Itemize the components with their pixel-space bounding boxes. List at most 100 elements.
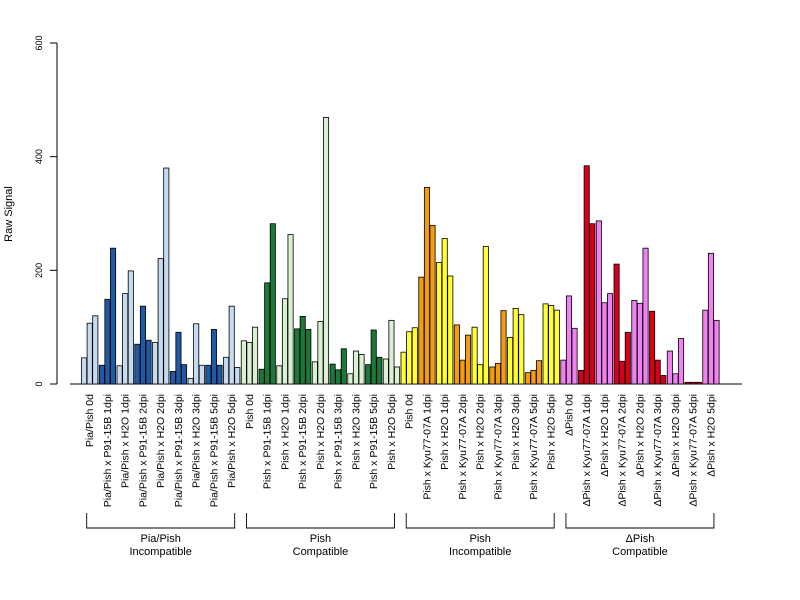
bar bbox=[157, 257, 164, 385]
y-axis: 0 200 400 600 bbox=[34, 35, 58, 387]
bar bbox=[276, 365, 283, 385]
bar bbox=[624, 331, 631, 385]
x-tick-label: ΔPish x H2O 1dpi bbox=[599, 394, 611, 477]
bar bbox=[690, 381, 697, 385]
bar bbox=[429, 225, 436, 385]
x-tick-label: Pia/Pish x H2O 2dpi bbox=[155, 394, 167, 488]
bar bbox=[589, 223, 596, 385]
bar bbox=[81, 357, 88, 385]
x-axis-labels: Pia/Pish 0d Pia/Pish x P91-15B 1dpi Pia/Pi… bbox=[84, 394, 717, 507]
x-tick-label: ΔPish x Kyu77-07A 3dpi bbox=[652, 394, 664, 507]
group-name: ΔPish bbox=[626, 533, 655, 545]
x-tick-label: Pia/Pish x P91-15B 5dpi bbox=[208, 394, 220, 507]
bar bbox=[152, 342, 159, 385]
bar bbox=[86, 322, 93, 385]
bar bbox=[181, 364, 188, 385]
bar bbox=[702, 309, 709, 385]
bar bbox=[347, 373, 354, 385]
bar bbox=[323, 117, 330, 385]
bar bbox=[134, 343, 141, 385]
bar bbox=[518, 314, 525, 385]
y-axis-label: Raw Signal bbox=[3, 186, 15, 242]
bar bbox=[477, 364, 484, 385]
group-name: Pia/Pish bbox=[141, 533, 181, 545]
bar bbox=[299, 315, 306, 385]
bar bbox=[311, 361, 318, 385]
y-tick-label: 200 bbox=[34, 263, 44, 278]
bar bbox=[423, 186, 430, 385]
group-name: Pish bbox=[469, 533, 490, 545]
bar bbox=[447, 275, 454, 385]
x-tick-label: Pish 0d bbox=[244, 394, 256, 429]
bracket-line bbox=[405, 513, 555, 529]
bar bbox=[223, 356, 230, 385]
x-tick-label: Pia/Pish 0d bbox=[84, 394, 96, 447]
x-tick-label: Pia/Pish x H2O 5dpi bbox=[226, 394, 238, 488]
x-tick-label: Pia/Pish x P91-15B 2dpi bbox=[137, 394, 149, 507]
bar bbox=[264, 282, 271, 385]
bar bbox=[418, 276, 425, 385]
bar bbox=[388, 319, 395, 385]
bar bbox=[352, 350, 359, 385]
bar bbox=[607, 293, 614, 385]
bar bbox=[512, 308, 519, 385]
bar bbox=[453, 324, 460, 385]
bar bbox=[642, 247, 649, 385]
bar bbox=[246, 342, 253, 385]
bar bbox=[583, 165, 590, 385]
bars bbox=[81, 117, 720, 385]
x-tick-label: Pish x H2O 1dpi bbox=[279, 394, 291, 470]
bar bbox=[400, 351, 407, 385]
bar bbox=[370, 329, 377, 385]
bracket-line bbox=[565, 513, 715, 529]
bracket-line bbox=[246, 513, 395, 529]
x-tick-label: Pish x P91-15B 5dpi bbox=[368, 394, 380, 489]
x-tick-label: Pish x P91-15B 3dpi bbox=[333, 394, 345, 489]
bar bbox=[205, 364, 212, 385]
bar bbox=[175, 331, 182, 385]
bar bbox=[565, 295, 572, 385]
bar bbox=[636, 302, 643, 385]
bar bbox=[406, 331, 413, 385]
bar bbox=[654, 359, 661, 385]
x-tick-label: Pish x H2O 1dpi bbox=[439, 394, 451, 470]
bar bbox=[571, 327, 578, 385]
y-tick-label: 600 bbox=[34, 35, 44, 50]
x-tick-label: Pish x H2O 5dpi bbox=[546, 394, 558, 470]
x-tick-label: Pish x H2O 3dpi bbox=[350, 394, 362, 470]
bar bbox=[507, 336, 514, 385]
x-tick-label: Pish x H2O 2dpi bbox=[315, 394, 327, 470]
bar bbox=[500, 310, 507, 385]
x-tick-label: Pish x Kyu77-07A 1dpi bbox=[421, 394, 433, 500]
bar bbox=[530, 369, 537, 385]
bar bbox=[294, 328, 301, 385]
bar bbox=[394, 366, 401, 385]
bar bbox=[553, 309, 560, 385]
x-tick-label: Pia/Pish x H2O 3dpi bbox=[191, 394, 203, 488]
x-tick-label: Pish x Kyu77-07A 2dpi bbox=[457, 394, 469, 500]
bar bbox=[489, 366, 496, 385]
bar bbox=[672, 373, 679, 385]
bar bbox=[163, 167, 170, 385]
bar bbox=[210, 329, 217, 385]
bar bbox=[98, 364, 105, 385]
bar bbox=[482, 246, 489, 385]
group-subtitle: Incompatible bbox=[130, 546, 192, 558]
bar bbox=[707, 252, 714, 385]
group-subtitle: Compatible bbox=[612, 546, 668, 558]
bar bbox=[228, 305, 235, 385]
bar bbox=[92, 315, 99, 385]
bar bbox=[695, 381, 702, 385]
bar bbox=[411, 327, 418, 385]
bar bbox=[436, 261, 443, 385]
bar bbox=[329, 363, 336, 385]
bracket-line bbox=[86, 513, 236, 529]
x-tick-label: Pia/Pish x P91-15B 3dpi bbox=[173, 394, 185, 507]
bar bbox=[340, 348, 347, 385]
bar bbox=[376, 356, 383, 385]
x-tick-label: Pia/Pish x P91-15B 1dpi bbox=[102, 394, 114, 507]
group-subtitle: Incompatible bbox=[449, 546, 511, 558]
x-tick-label: Pish x Kyu77-07A 5dpi bbox=[528, 394, 540, 500]
